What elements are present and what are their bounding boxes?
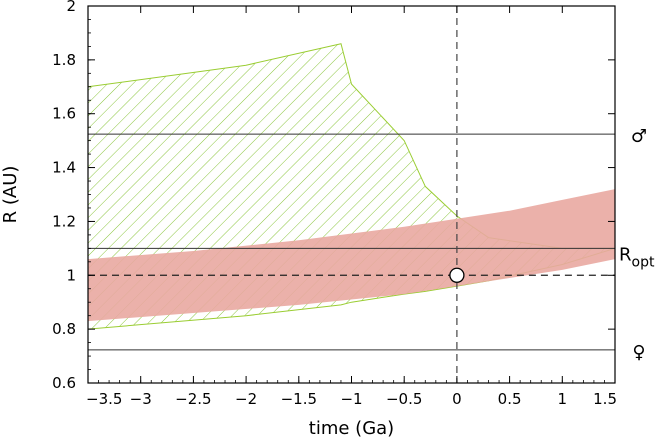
x-tick-label: −3 xyxy=(130,390,152,408)
x-tick-label: −3.5 xyxy=(86,390,122,408)
x-tick-label: −0.5 xyxy=(386,390,422,408)
y-tick-label: 1.6 xyxy=(52,105,76,123)
x-axis-label: time (Ga) xyxy=(309,418,394,439)
x-tick-label: −2 xyxy=(235,390,257,408)
reference-label-1: Ropt xyxy=(619,244,655,270)
earth-marker xyxy=(449,267,465,283)
x-tick-label: −2.5 xyxy=(175,390,211,408)
y-tick-label: 1.4 xyxy=(52,159,76,177)
y-tick-label: 1 xyxy=(66,266,76,284)
reference-line-layer: ♂ Ropt ♀ xyxy=(88,126,655,363)
reference-label-2: ♀ xyxy=(632,342,645,363)
y-tick-label: 0.8 xyxy=(52,320,76,338)
y-tick-label: 1.8 xyxy=(52,51,76,69)
filled-band-1 xyxy=(88,189,615,322)
x-tick-label: 1 xyxy=(558,390,568,408)
x-tick-label: 1.5 xyxy=(593,390,617,408)
x-tick-label: −1.5 xyxy=(281,390,317,408)
x-tick-label: 0.5 xyxy=(498,390,522,408)
reference-label-0: ♂ xyxy=(631,126,647,147)
x-tick-label: −1 xyxy=(340,390,362,408)
x-tick-label: 0 xyxy=(452,390,462,408)
tick-layer: −3.5 −3 −2.5 −2 −1.5 −1 −0.5 0 0.5 1 1.5 0.6 0.8 1 1.2… xyxy=(52,0,617,408)
band-layer xyxy=(88,43,615,330)
y-axis-label: R (AU) xyxy=(0,166,21,224)
y-tick-label: 1.2 xyxy=(52,212,76,230)
marker-layer xyxy=(88,6,615,383)
y-tick-label: 0.6 xyxy=(52,374,76,392)
y-tick-label: 2 xyxy=(66,0,76,15)
